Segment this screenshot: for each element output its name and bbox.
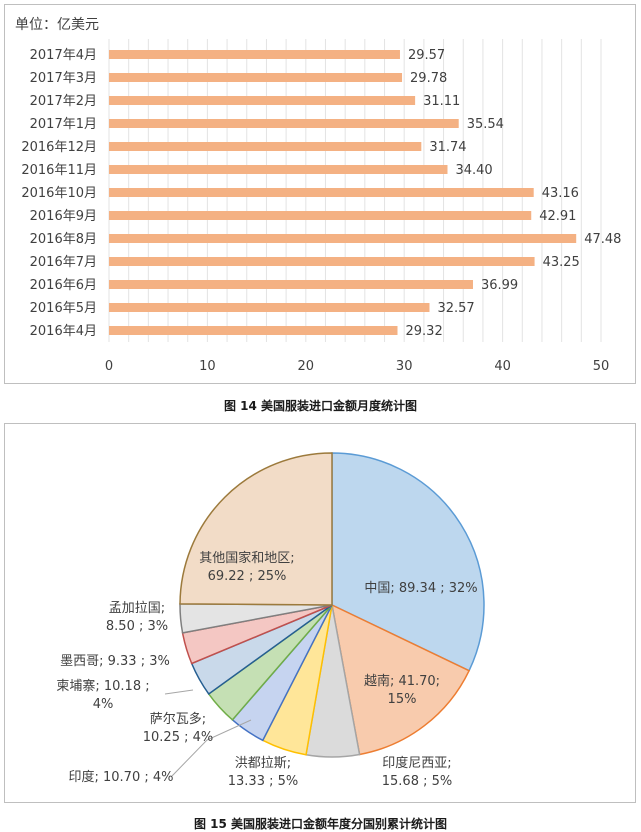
bar-value-label: 29.32 bbox=[406, 324, 443, 339]
bar-value-label: 29.57 bbox=[408, 48, 445, 63]
category-label: 2016年10月 bbox=[21, 186, 97, 201]
pie-chart-caption: 图 15 美国服装进口金额年度分国别累计统计图 bbox=[193, 817, 448, 831]
bar-value-label: 47.48 bbox=[584, 232, 621, 247]
unit-label: 单位：亿美元 bbox=[15, 17, 99, 33]
bar bbox=[109, 211, 532, 220]
category-label: 2016年12月 bbox=[21, 140, 97, 155]
bar bbox=[109, 303, 430, 312]
x-tick-label: 20 bbox=[298, 359, 315, 374]
bar-chart-caption: 图 14 美国服装进口金额月度统计图 bbox=[223, 399, 418, 413]
bar-chart-panel: 单位：亿美元 0 10 20 30 40 50 2017年4月 29.57 2017年3月 29.7… bbox=[4, 4, 636, 384]
slice-label: 印度; 10.70 ; 4% bbox=[69, 769, 174, 785]
bar bbox=[109, 326, 398, 335]
bar bbox=[109, 96, 416, 105]
category-label: 2017年2月 bbox=[30, 94, 97, 109]
slice-label: 柬埔寨; 10.18 ; 4% bbox=[56, 678, 149, 712]
pie-slice bbox=[331, 452, 485, 672]
pie-chart: 中国; 89.34 ; 32% 越南; 41.70; 15% 印度尼西亚; 15.68 … bbox=[56, 452, 485, 789]
bar-chart: 单位：亿美元 0 10 20 30 40 50 2017年4月 29.57 2017年3月 29.7… bbox=[15, 17, 621, 374]
bar-value-label: 43.16 bbox=[542, 186, 579, 201]
slice-label: 萨尔瓦多; 10.25 ; 4% bbox=[143, 711, 213, 745]
slice-label: 印度尼西亚; 15.68 ; 5% bbox=[382, 755, 452, 789]
bar bbox=[109, 119, 459, 128]
bar-value-label: 35.54 bbox=[467, 117, 504, 132]
x-tick-label: 50 bbox=[593, 359, 610, 374]
slice-label: 墨西哥; 9.33 ; 3% bbox=[60, 654, 170, 669]
slice-label: 其他国家和地区; 69.22 ; 25% bbox=[199, 550, 294, 584]
bar-value-label: 34.40 bbox=[455, 163, 492, 178]
slice-label: 越南; 41.70; 15% bbox=[364, 673, 440, 707]
category-label: 2016年9月 bbox=[30, 209, 97, 224]
category-label: 2016年8月 bbox=[30, 232, 97, 247]
bar-value-label: 36.99 bbox=[481, 278, 518, 293]
bar bbox=[109, 234, 577, 243]
bar bbox=[109, 280, 473, 289]
category-label: 2017年4月 bbox=[30, 48, 97, 63]
category-label: 2016年4月 bbox=[30, 324, 97, 339]
pie-chart-panel: 中国; 89.34 ; 32% 越南; 41.70; 15% 印度尼西亚; 15.68 … bbox=[4, 423, 636, 803]
x-tick-label: 30 bbox=[396, 359, 413, 374]
leader-line bbox=[164, 689, 194, 695]
bar-value-label: 42.91 bbox=[539, 209, 576, 224]
x-tick-label: 40 bbox=[494, 359, 511, 374]
pie-slice bbox=[330, 603, 471, 756]
category-label: 2017年1月 bbox=[30, 117, 97, 132]
x-tick-label: 10 bbox=[199, 359, 216, 374]
pie-slice bbox=[179, 452, 333, 606]
bar bbox=[109, 257, 535, 266]
leader-line bbox=[171, 719, 252, 777]
bar-value-label: 31.74 bbox=[429, 140, 466, 155]
slice-label: 洪都拉斯; 13.33 ; 5% bbox=[228, 756, 298, 789]
category-label: 2017年3月 bbox=[30, 71, 97, 86]
category-label: 2016年7月 bbox=[30, 255, 97, 270]
bar bbox=[109, 73, 403, 82]
slice-label: 孟加拉国; 8.50 ; 3% bbox=[106, 601, 168, 634]
bar-value-label: 29.78 bbox=[410, 71, 447, 86]
category-label: 2016年11月 bbox=[21, 163, 97, 178]
category-label: 2016年6月 bbox=[30, 278, 97, 293]
bar-value-label: 32.57 bbox=[437, 301, 474, 316]
x-tick-label: 0 bbox=[105, 359, 113, 374]
bar bbox=[109, 50, 400, 59]
slice-label: 中国; 89.34 ; 32% bbox=[364, 581, 477, 596]
bar-value-label: 43.25 bbox=[543, 255, 580, 270]
bar-value-label: 31.11 bbox=[423, 94, 460, 109]
bar bbox=[109, 142, 422, 151]
bar bbox=[109, 165, 448, 174]
bar bbox=[109, 188, 534, 197]
category-label: 2016年5月 bbox=[30, 301, 97, 316]
